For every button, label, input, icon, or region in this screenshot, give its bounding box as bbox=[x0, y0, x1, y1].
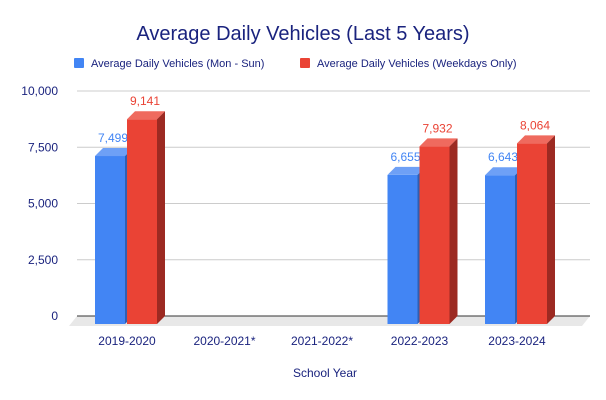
legend-swatch bbox=[300, 58, 310, 68]
y-tick-label: 10,000 bbox=[21, 84, 58, 98]
bar bbox=[127, 119, 157, 324]
bar-side bbox=[449, 138, 458, 324]
bar bbox=[95, 156, 125, 324]
legend-swatch bbox=[74, 58, 84, 68]
data-label: 8,064 bbox=[520, 118, 550, 132]
y-axis-ticks: 0 2,500 5,000 7,500 10,000 bbox=[21, 84, 58, 323]
bar bbox=[419, 146, 450, 324]
bar-side bbox=[547, 135, 555, 324]
data-label: 7,499 bbox=[98, 131, 128, 145]
x-tick-label: 2021-2022* bbox=[291, 334, 353, 348]
data-label: 6,655 bbox=[390, 150, 420, 164]
legend: Average Daily Vehicles (Mon - Sun) Averag… bbox=[74, 58, 517, 70]
y-tick-label: 7,500 bbox=[28, 140, 58, 154]
bar-top bbox=[419, 138, 458, 147]
legend-label: Average Daily Vehicles (Weekdays Only) bbox=[317, 58, 517, 70]
x-axis-ticks: 2019-2020 2020-2021* 2021-2022* 2022-2023 20… bbox=[98, 334, 546, 348]
y-tick-label: 5,000 bbox=[28, 197, 58, 211]
data-label: 7,932 bbox=[422, 121, 452, 135]
x-tick-label: 2020-2021* bbox=[193, 334, 255, 348]
x-tick-label: 2019-2020 bbox=[98, 334, 156, 348]
legend-label: Average Daily Vehicles (Mon - Sun) bbox=[91, 58, 264, 70]
bar-top bbox=[127, 111, 165, 120]
bars: 7,499 9,141 6,655 7,932 6,643 8,064 bbox=[95, 94, 555, 324]
floor bbox=[69, 316, 590, 326]
x-tick-label: 2023-2024 bbox=[488, 334, 546, 348]
y-tick-label: 0 bbox=[51, 309, 58, 323]
data-label: 6,643 bbox=[488, 150, 518, 164]
bar bbox=[387, 174, 418, 324]
bar-top bbox=[387, 166, 426, 175]
x-tick-label: 2022-2023 bbox=[391, 334, 449, 348]
bar-top bbox=[95, 148, 133, 157]
bar bbox=[517, 143, 547, 324]
chart-title: Average Daily Vehicles (Last 5 Years) bbox=[136, 23, 469, 45]
bar-side bbox=[157, 111, 165, 324]
data-label: 9,141 bbox=[130, 94, 160, 108]
bar-top bbox=[485, 167, 523, 176]
y-tick-label: 2,500 bbox=[28, 253, 58, 267]
bar bbox=[485, 175, 515, 324]
x-axis-label: School Year bbox=[293, 366, 357, 380]
bar-top bbox=[517, 135, 555, 144]
